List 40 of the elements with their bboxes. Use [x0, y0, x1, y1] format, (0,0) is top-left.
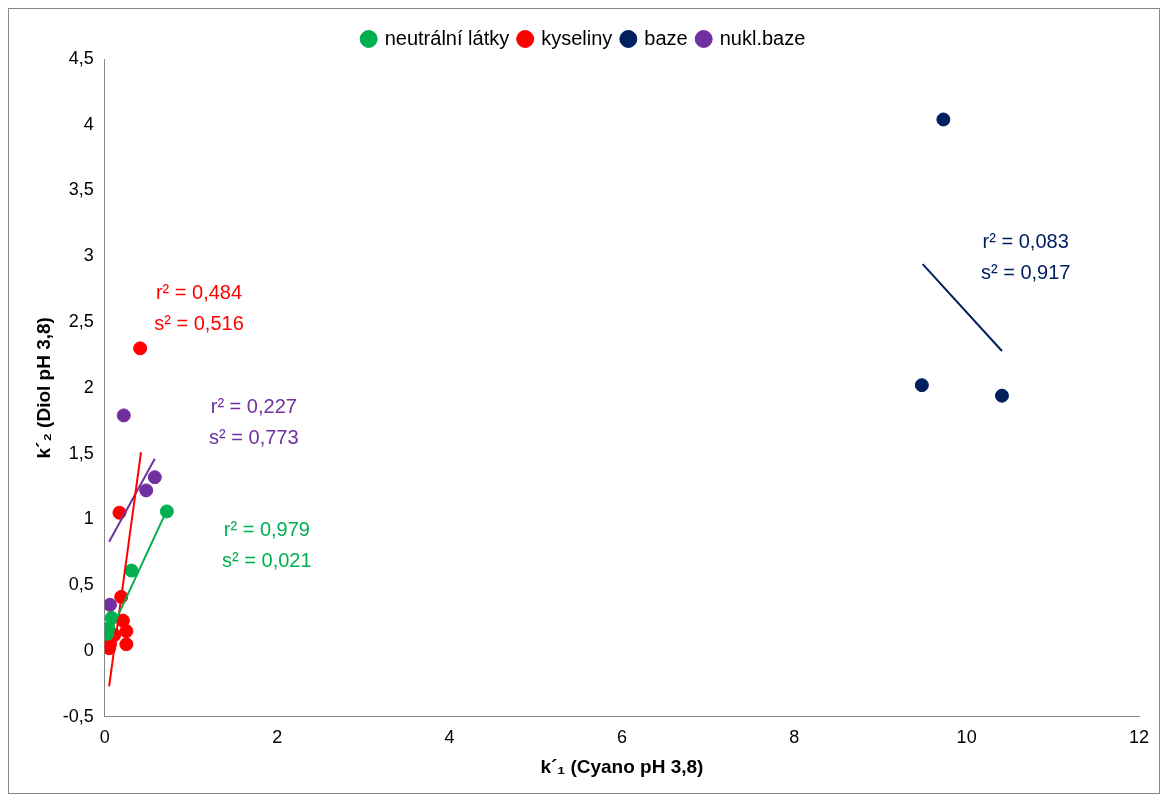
point [994, 388, 1009, 403]
point [116, 408, 131, 423]
y-tick-label: 2,5 [68, 311, 94, 332]
y-tick-label: 0 [83, 639, 94, 660]
annotation: r² = 0,484 s² = 0,516 [154, 281, 244, 335]
y-tick-label: 1 [83, 508, 94, 529]
point [119, 624, 134, 639]
annotation: r² = 0,979 s² = 0,021 [222, 518, 312, 572]
point [133, 341, 148, 356]
x-tick-label: 2 [272, 727, 283, 748]
x-tick-label: 10 [956, 727, 977, 748]
y-tick-label: 2 [83, 376, 94, 397]
y-tick-label: 1,5 [68, 442, 94, 463]
y-axis-title: k´₂ (Diol pH 3,8) [32, 317, 54, 459]
x-tick-label: 12 [1128, 727, 1150, 748]
legend-label: neutrální látky [384, 26, 510, 49]
point [936, 112, 951, 127]
point [124, 563, 139, 578]
y-tick-label: 4,5 [68, 47, 94, 68]
y-tick-label: 0,5 [68, 574, 94, 595]
y-tick-label: 3,5 [68, 179, 94, 200]
point [159, 504, 174, 519]
point [147, 470, 162, 485]
x-axis-title: k´₁ (Cyano pH 3,8) [540, 755, 704, 777]
legend-label: kyseliny [541, 26, 613, 49]
x-tick-label: 4 [444, 727, 455, 748]
x-tick-label: 0 [99, 727, 110, 748]
y-tick-label: -0,5 [62, 705, 94, 726]
y-tick-label: 4 [83, 113, 94, 134]
x-tick-label: 8 [789, 727, 800, 748]
x-tick-label: 6 [616, 727, 627, 748]
y-tick-label: 3 [83, 245, 94, 266]
point [914, 378, 929, 393]
legend-label: baze [644, 26, 688, 49]
annotation: r² = 0,083 s² = 0,917 [980, 230, 1071, 284]
point [139, 483, 154, 498]
legend-label: nukl.baze [719, 26, 806, 49]
point [104, 597, 117, 612]
annotation: r² = 0,227 s² = 0,773 [209, 394, 299, 448]
point [119, 637, 134, 652]
